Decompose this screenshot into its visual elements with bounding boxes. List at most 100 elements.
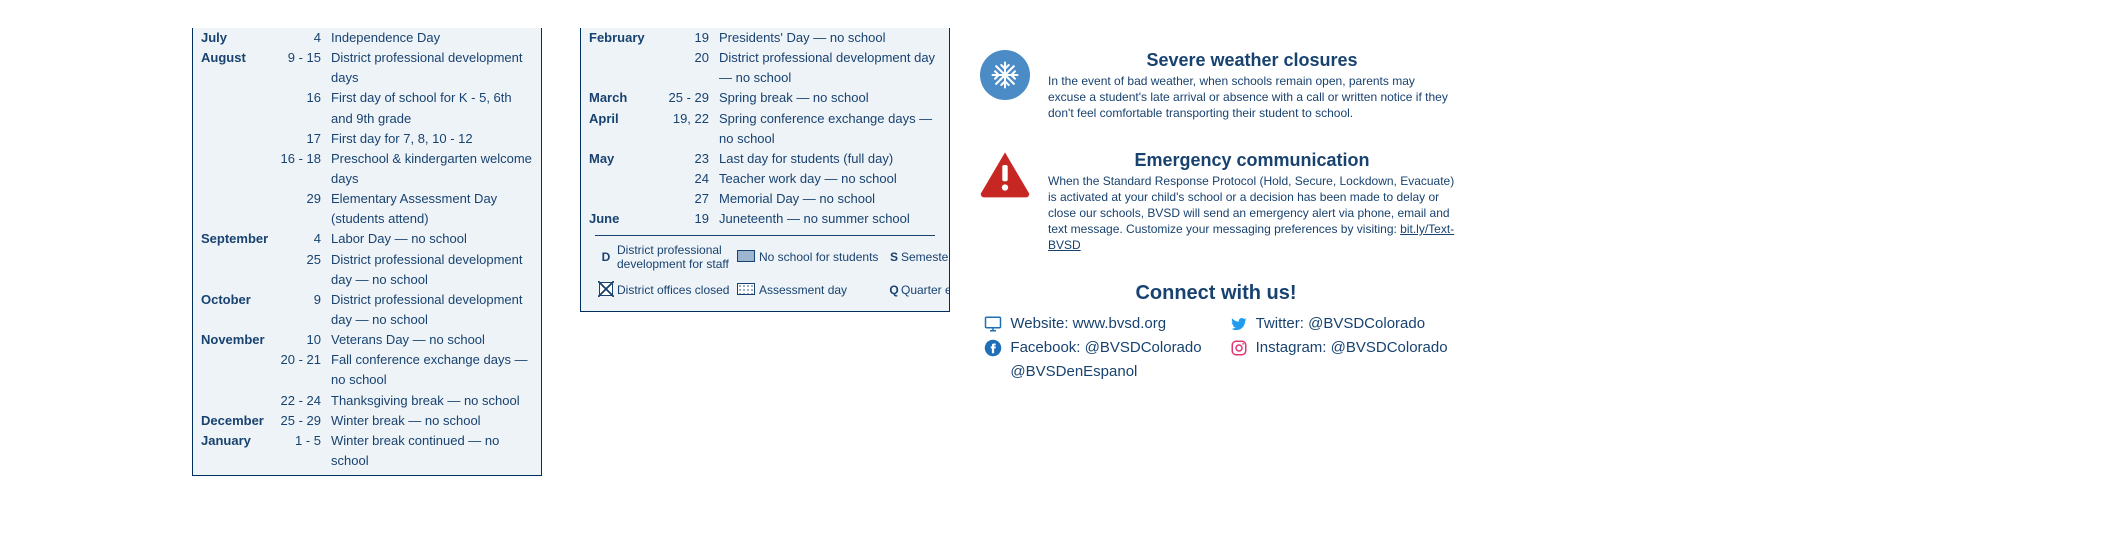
calendar-date: 9 - 15: [273, 48, 327, 88]
calendar-month: [193, 471, 273, 476]
calendar-date: 16 - 18: [273, 149, 327, 189]
calendar-month: April: [581, 109, 661, 149]
calendar-desc: Spring conference exchange days — no sch…: [715, 109, 949, 149]
calendar-desc: Winter break continued — no school: [327, 431, 541, 471]
calendar-desc: District professional development day — …: [327, 290, 541, 330]
legend-solid-swatch: [737, 250, 759, 266]
calendar-month: February: [581, 28, 661, 48]
twitter-icon: [1230, 315, 1248, 333]
legend-s-symbol: S: [887, 251, 901, 265]
calendar-row: 16First day of school for K - 5, 6th and…: [193, 88, 541, 128]
emergency-title: Emergency communication: [1048, 150, 1456, 171]
calendar-row: June19Juneteenth — no summer school: [581, 209, 949, 229]
calendar-row: 25District professional development day …: [193, 250, 541, 290]
calendar-date: 24: [661, 169, 715, 189]
calendar-row: July4Independence Day: [193, 28, 541, 48]
calendar-date: 19: [661, 209, 715, 229]
calendar-row: August9 - 15District professional develo…: [193, 48, 541, 88]
calendar-month: May: [581, 149, 661, 169]
calendar-month: July: [193, 28, 273, 48]
calendar-row: March25 - 29Spring break — no school: [581, 88, 949, 108]
calendar-date: 9: [273, 290, 327, 330]
calendar-row: September4Labor Day — no school: [193, 229, 541, 249]
calendar-desc: Juneteenth — no summer school: [715, 209, 949, 229]
emergency-body: When the Standard Response Protocol (Hol…: [1048, 173, 1456, 254]
calendar-month: [581, 48, 661, 88]
calendar-desc: Teacher work day — no school: [715, 169, 949, 189]
calendar-desc: District professional development day — …: [715, 48, 949, 88]
emergency-block: Emergency communication When the Standar…: [976, 150, 1456, 254]
calendar-date: 8: [273, 471, 327, 476]
weather-block: Severe weather closures In the event of …: [976, 50, 1456, 122]
legend-solid-label: No school for students: [759, 251, 887, 265]
calendar-row: 27Memorial Day — no school: [581, 189, 949, 209]
calendar-desc: Labor Day — no school: [327, 229, 541, 249]
calendar-row: 17First day for 7, 8, 10 - 12: [193, 129, 541, 149]
calendar-month: [193, 149, 273, 189]
legend-assess-label: Assessment day: [759, 284, 887, 298]
calendar-date: 19: [661, 28, 715, 48]
weather-title: Severe weather closures: [1048, 50, 1456, 71]
calendar-desc: Spring break — no school: [715, 88, 949, 108]
instagram-row: Instagram: @BVSDColorado: [1230, 339, 1448, 357]
calendar-date: 16: [273, 88, 327, 128]
twitter-row: Twitter: @BVSDColorado: [1230, 315, 1425, 333]
calendar-desc: District professional development day — …: [327, 250, 541, 290]
calendar-desc: Winter break — no school: [327, 411, 541, 431]
calendar-panel-left: July4Independence DayAugust9 - 15Distric…: [192, 28, 542, 476]
connect-block: Connect with us! Website: www.bvsd.org F…: [976, 282, 1456, 380]
calendar-month: August: [193, 48, 273, 88]
calendar-legend: D District professional development for …: [595, 235, 935, 299]
calendar-desc: District professional development days: [327, 48, 541, 88]
calendar-row: 16 - 18Preschool & kindergarten welcome …: [193, 149, 541, 189]
calendar-desc: Presidents' Day — no school: [715, 28, 949, 48]
facebook-icon: [984, 339, 1002, 357]
calendar-month: [581, 169, 661, 189]
calendar-row: 20 - 21Fall conference exchange days — n…: [193, 350, 541, 390]
legend-q-symbol: Q: [887, 284, 901, 298]
legend-closed-swatch: [595, 282, 617, 300]
calendar-month: [193, 88, 273, 128]
calendar-month: October: [193, 290, 273, 330]
calendar-month: [581, 189, 661, 209]
calendar-month: December: [193, 411, 273, 431]
calendar-row: 8District professional development day —…: [193, 471, 541, 476]
calendar-row: May23Last day for students (full day): [581, 149, 949, 169]
calendar-date: 27: [661, 189, 715, 209]
calendar-date: 25: [273, 250, 327, 290]
calendar-date: 25 - 29: [661, 88, 715, 108]
calendar-month: [193, 129, 273, 149]
calendar-date: 22 - 24: [273, 391, 327, 411]
calendar-date: 19, 22: [661, 109, 715, 149]
monitor-icon: [984, 315, 1002, 333]
calendar-date: 23: [661, 149, 715, 169]
calendar-desc: Memorial Day — no school: [715, 189, 949, 209]
calendar-row: December25 - 29Winter break — no school: [193, 411, 541, 431]
calendar-row: 24Teacher work day — no school: [581, 169, 949, 189]
calendar-month: [193, 250, 273, 290]
calendar-desc: First day for 7, 8, 10 - 12: [327, 129, 541, 149]
calendar-month: June: [581, 209, 661, 229]
weather-body: In the event of bad weather, when school…: [1048, 73, 1456, 122]
calendar-date: 10: [273, 330, 327, 350]
calendar-month: [193, 350, 273, 390]
calendar-row: January1 - 5Winter break continued — no …: [193, 431, 541, 471]
calendar-date: 17: [273, 129, 327, 149]
legend-closed-label: District offices closed: [617, 284, 737, 298]
calendar-row: October9District professional developmen…: [193, 290, 541, 330]
calendar-desc: Thanksgiving break — no school: [327, 391, 541, 411]
legend-d-label: District professional development for st…: [617, 244, 737, 272]
calendar-row: April19, 22Spring conference exchange da…: [581, 109, 949, 149]
legend-d-symbol: D: [595, 251, 617, 265]
calendar-month: November: [193, 330, 273, 350]
facebook-row-2: @BVSDenEspanol: [1010, 363, 1137, 380]
calendar-desc: Elementary Assessment Day (students atte…: [327, 189, 541, 229]
calendar-desc: District professional development day — …: [327, 471, 541, 476]
legend-q-label: Quarter end: [901, 284, 950, 298]
legend-dots-swatch: [737, 283, 759, 299]
connect-title: Connect with us!: [976, 282, 1456, 305]
calendar-date: 4: [273, 28, 327, 48]
calendar-desc: Last day for students (full day): [715, 149, 949, 169]
calendar-row: February19Presidents' Day — no school: [581, 28, 949, 48]
legend-s-label: Semester end: [901, 251, 950, 265]
